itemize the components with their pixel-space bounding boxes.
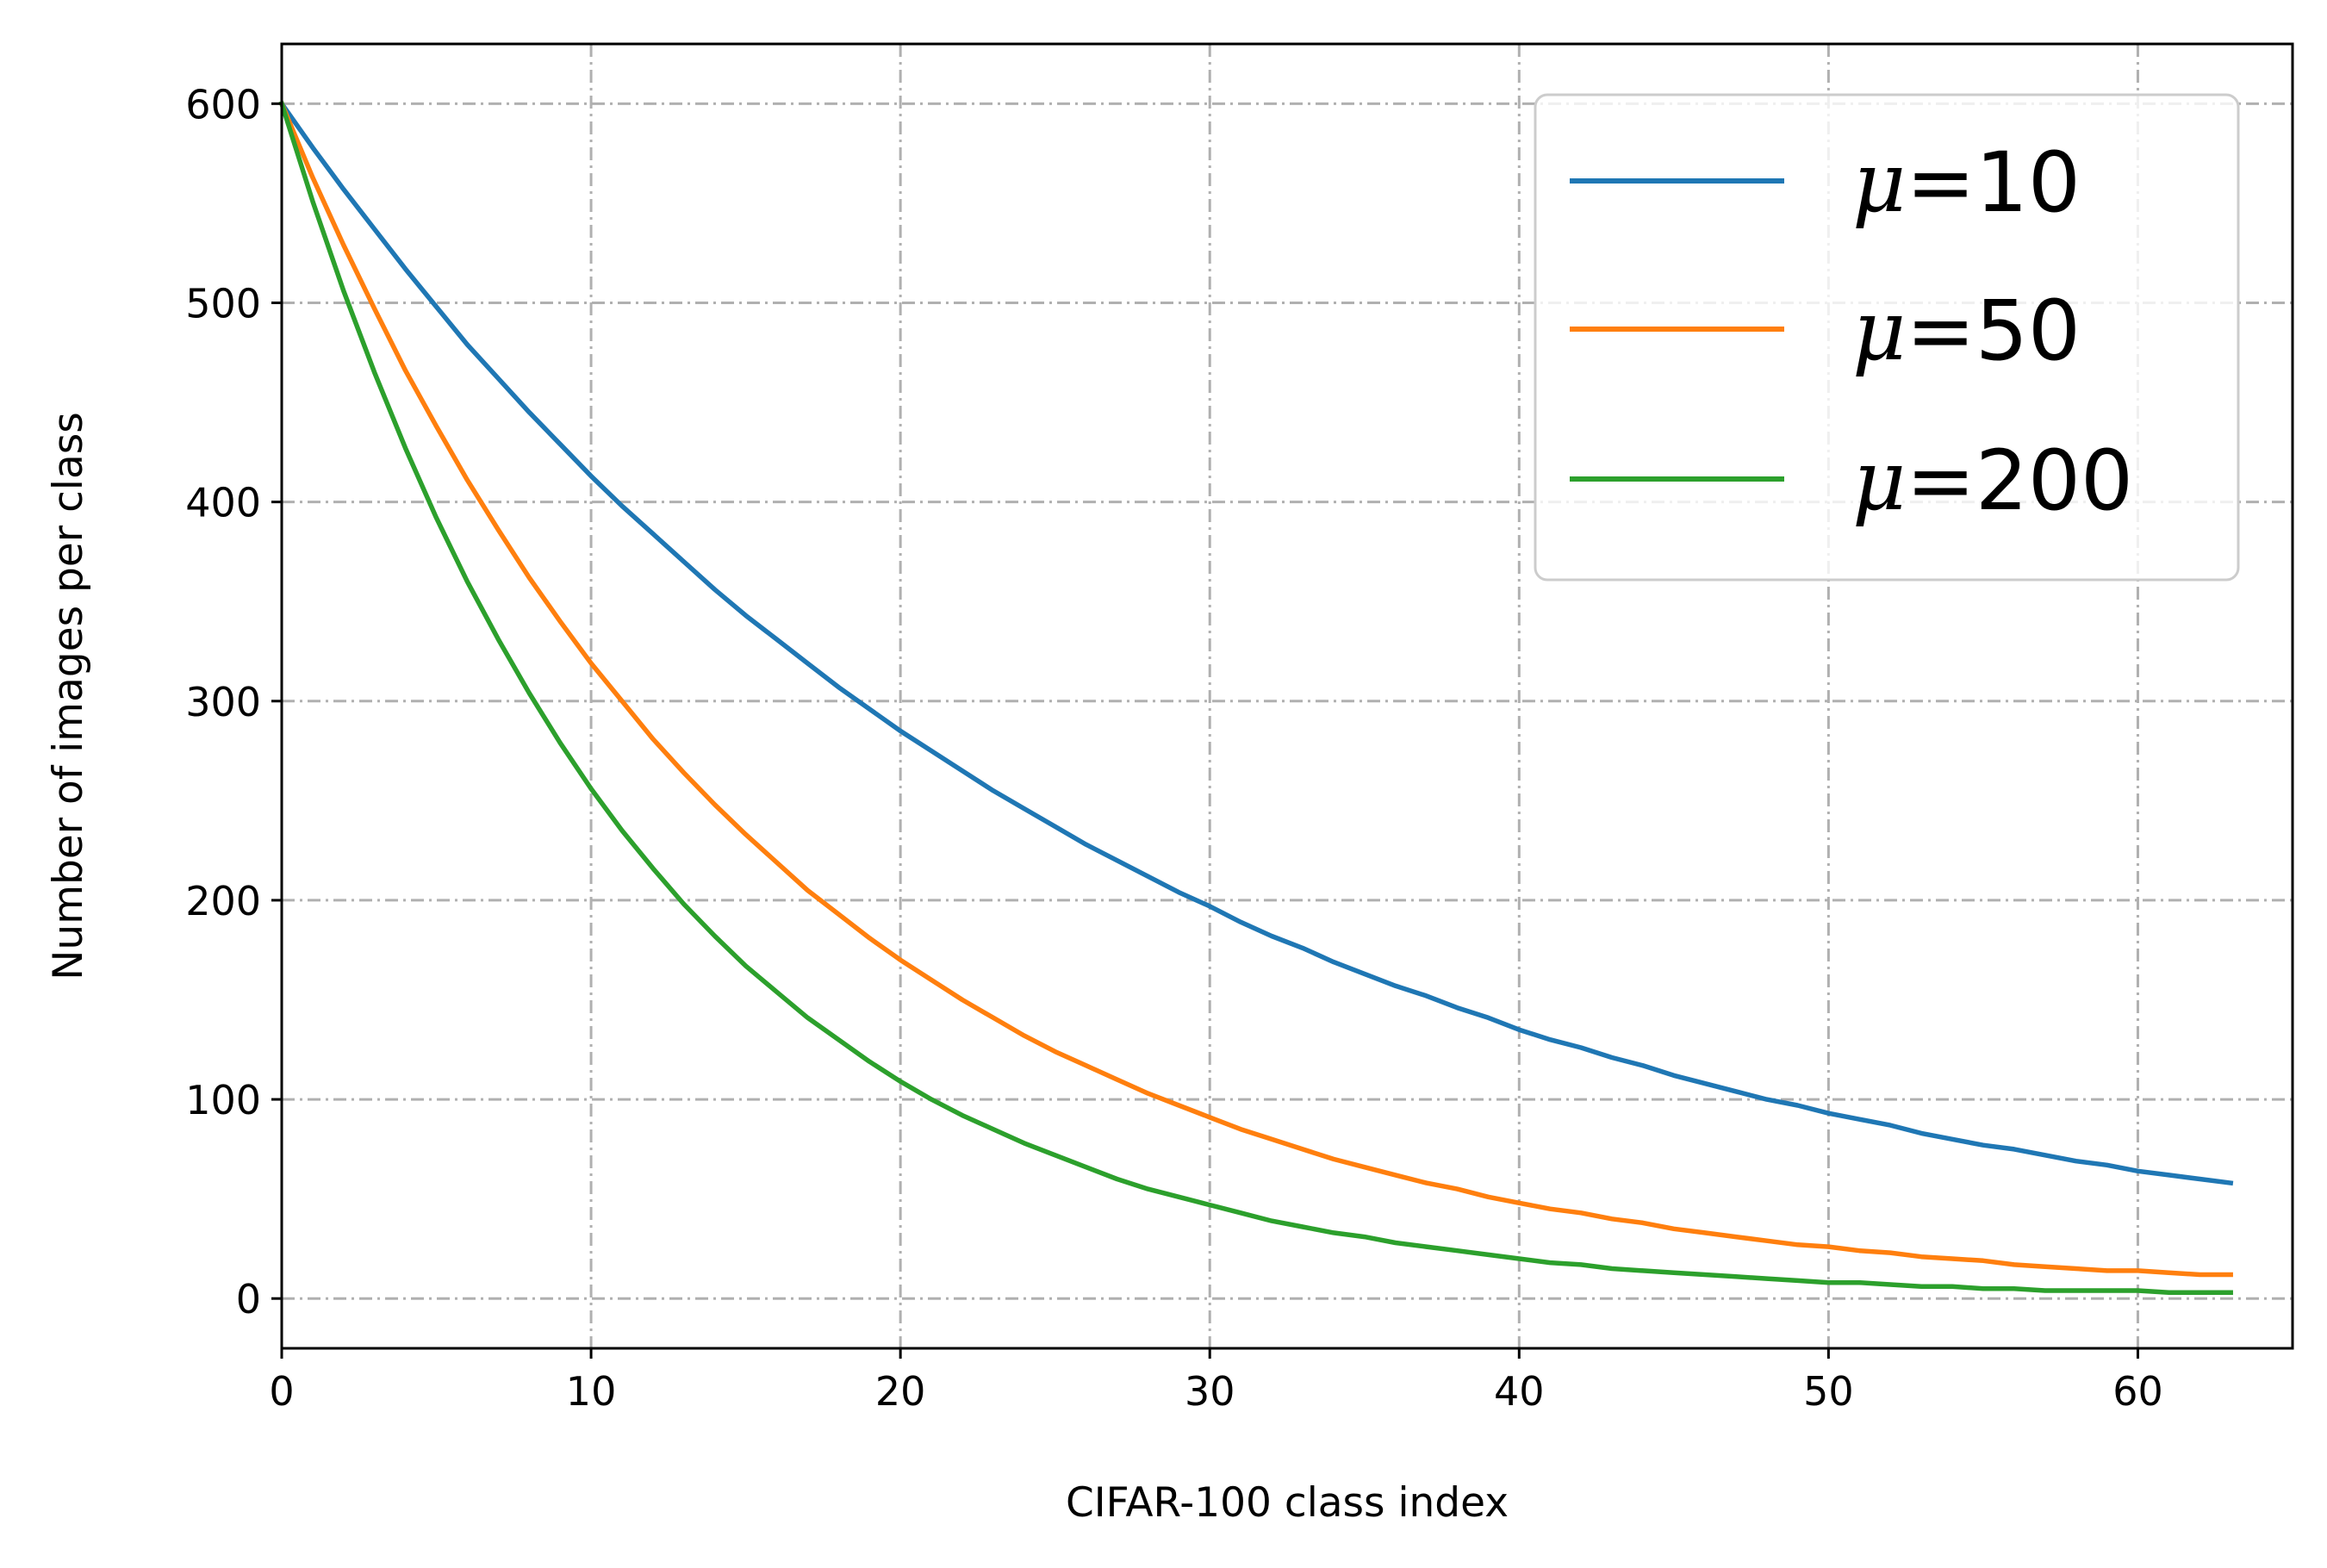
plot-frame xyxy=(280,42,2294,1350)
y-axis-label: Number of images per class xyxy=(45,412,92,980)
legend-mu-symbol: μ xyxy=(1852,432,1906,529)
x-tick-label: 60 xyxy=(2112,1368,2163,1415)
x-tick-label: 20 xyxy=(875,1368,926,1415)
legend-mu-symbol: μ xyxy=(1852,134,1906,231)
x-tick-label: 0 xyxy=(269,1368,294,1415)
legend-item-2: μ=50 xyxy=(1570,283,2081,379)
y-tick-label: 200 xyxy=(185,878,261,924)
legend-item-1: μ=10 xyxy=(1570,134,2081,231)
legend: μ=10μ=50μ=200 xyxy=(1534,93,2240,582)
series-line-2 xyxy=(278,100,2233,1278)
legend-value: =200 xyxy=(1906,432,2133,529)
x-tick-label: 30 xyxy=(1185,1368,1235,1415)
x-axis-label: CIFAR-100 class index xyxy=(1066,1479,1509,1527)
series-line-3 xyxy=(278,100,2233,1296)
legend-label: μ=200 xyxy=(1852,432,2133,529)
legend-items: μ=10μ=50μ=200 xyxy=(1570,134,2133,529)
y-tick-label: 400 xyxy=(185,480,261,526)
series-lines xyxy=(278,100,2234,1296)
legend-box xyxy=(1534,93,2240,582)
y-tick-label: 600 xyxy=(185,81,261,128)
legend-value: =50 xyxy=(1906,283,2081,379)
legend-item-3: μ=200 xyxy=(1570,432,2133,529)
y-tick-label: 100 xyxy=(185,1077,261,1123)
y-tick-label: 0 xyxy=(236,1276,261,1322)
legend-value: =10 xyxy=(1906,134,2081,231)
x-tick-label: 10 xyxy=(566,1368,617,1415)
legend-label: μ=50 xyxy=(1852,283,2081,379)
legend-mu-symbol: μ xyxy=(1852,283,1906,379)
y-tick-label: 300 xyxy=(185,679,261,725)
series-line-1 xyxy=(278,100,2234,1186)
x-tick-label: 40 xyxy=(1494,1368,1545,1415)
x-tick-label: 50 xyxy=(1803,1368,1854,1415)
legend-label: μ=10 xyxy=(1852,134,2081,231)
y-tick-label: 500 xyxy=(185,280,261,327)
